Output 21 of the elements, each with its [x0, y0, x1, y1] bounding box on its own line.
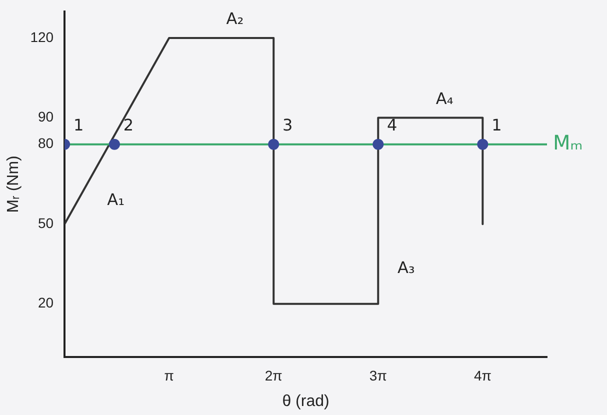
- annotation: 2: [123, 115, 134, 134]
- annotation: 1: [73, 115, 84, 134]
- y-tick-label: 50: [38, 214, 54, 231]
- y-tick-label: 20: [38, 294, 54, 311]
- y-axis-title: Mᵣ (Nm): [5, 156, 22, 213]
- x-tick-label: 3π: [369, 367, 388, 384]
- x-tick-label: 4π: [474, 367, 492, 384]
- annotation: 3: [282, 115, 293, 134]
- series-label: Mₘ: [553, 130, 583, 155]
- y-tick-label: 80: [38, 135, 54, 152]
- annotation: 4: [387, 115, 398, 134]
- annotation: A₃: [397, 258, 415, 277]
- x-axis-title: θ (rad): [282, 392, 330, 410]
- annotation: A₂: [226, 9, 244, 28]
- annotation: 1: [492, 115, 502, 134]
- x-tick-label: 2π: [264, 367, 283, 384]
- annotation: A₁: [107, 190, 125, 209]
- y-tick-label: 90: [38, 108, 54, 125]
- annotation: A₄: [436, 88, 454, 108]
- y-tick-label: 120: [30, 28, 54, 45]
- x-tick-label: π: [164, 367, 174, 384]
